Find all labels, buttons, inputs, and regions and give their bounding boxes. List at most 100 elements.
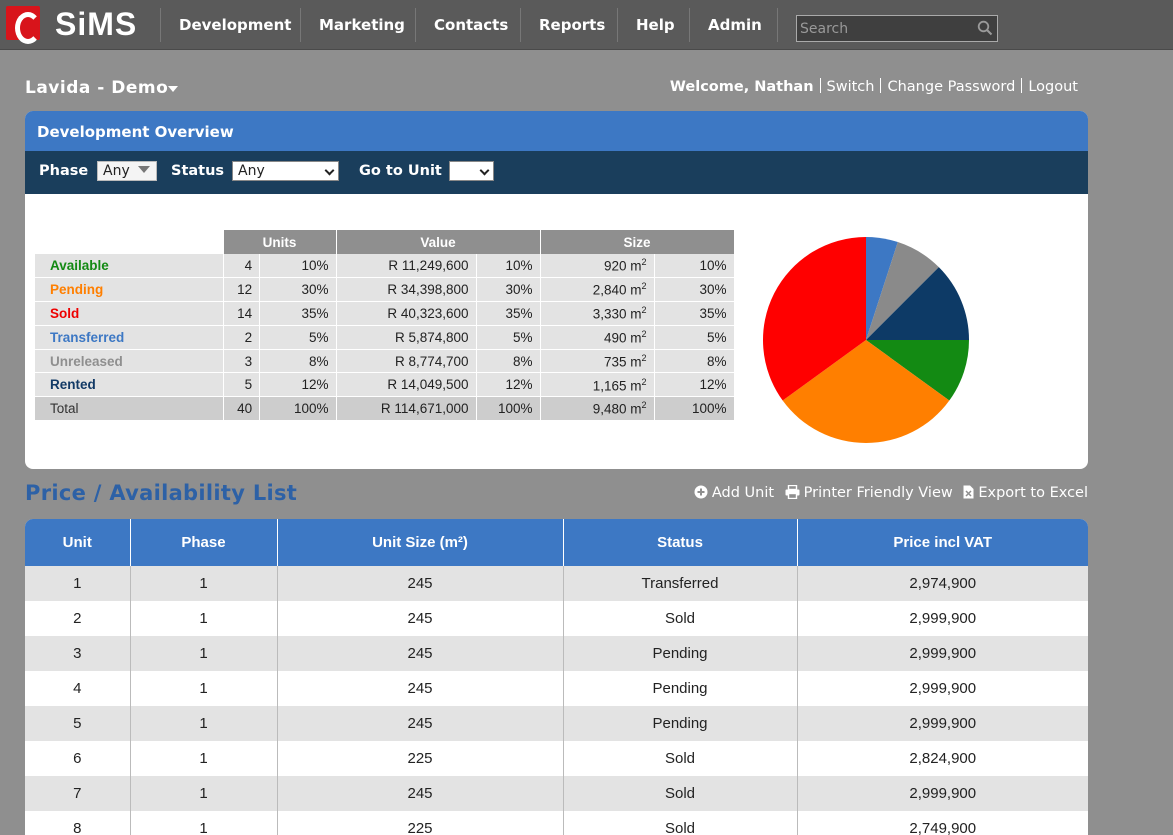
table-row: Rented 5 12% R 14,049,500 12% 1,165 m2 12% — [35, 372, 735, 398]
cell-price: 2,999,900 — [797, 706, 1088, 741]
cell-unit-size: 225 — [277, 741, 564, 776]
goto-unit-select[interactable] — [449, 161, 494, 181]
table-row[interactable]: 4 1 245 Pending 2,999,900 — [25, 671, 1088, 706]
link-divider — [880, 78, 882, 93]
cell-value: 35% — [301, 305, 329, 321]
cell-value: 30% — [505, 282, 533, 298]
cell-value: 2 — [244, 329, 253, 345]
goto-unit-label: Go to Unit — [359, 163, 442, 179]
phase-select[interactable]: Any — [97, 161, 157, 181]
cell-units-pct: 100% — [259, 396, 337, 422]
status-label: Status — [171, 163, 225, 179]
cell-size-pct: 30% — [654, 277, 735, 303]
table-row[interactable]: 8 1 225 Sold 2,749,900 — [25, 811, 1088, 835]
search-input[interactable] — [800, 18, 970, 39]
search-icon[interactable] — [977, 20, 993, 36]
nav-help[interactable]: Help — [636, 16, 675, 34]
size-unit-exponent: 2 — [641, 400, 647, 411]
cell-units: 4 — [223, 254, 261, 279]
nav-development[interactable]: Development — [179, 16, 292, 34]
column-header-phase[interactable]: Phase — [130, 519, 278, 566]
cell-value: 5 — [244, 377, 253, 393]
logout-link[interactable]: Logout — [1028, 79, 1078, 95]
table-row: Available 4 10% R 11,249,600 10% 920 m2 10% — [35, 254, 735, 279]
link-divider — [1021, 78, 1023, 93]
cell-value: 8% — [706, 353, 727, 369]
cell-value: R 14,049,500 — [387, 377, 469, 393]
cell-value: R 5,874,800 — [336, 325, 477, 350]
cell-phase: 1 — [130, 776, 278, 811]
cell-unit: 1 — [25, 566, 131, 601]
nav-reports[interactable]: Reports — [539, 16, 606, 34]
status-select[interactable]: Any — [232, 161, 339, 181]
table-row[interactable]: 5 1 245 Pending 2,999,900 — [25, 706, 1088, 741]
app-logo[interactable]: SiMS — [55, 6, 138, 42]
status-label: Transferred — [35, 325, 224, 350]
sims-logo-icon[interactable] — [6, 6, 41, 44]
cell-value: 490 m — [603, 330, 642, 346]
top-navbar: SiMS Development Marketing Contacts Repo… — [0, 0, 1173, 50]
cell-value: 3,330 m — [592, 306, 642, 322]
cell-value: R 40,323,600 — [336, 301, 477, 326]
cell-size: 3,330 m2 — [540, 301, 655, 326]
nav-marketing[interactable]: Marketing — [319, 16, 405, 34]
cell-unit: 4 — [25, 671, 131, 706]
table-row[interactable]: 1 1 245 Transferred 2,974,900 — [25, 566, 1088, 601]
cell-status: Pending — [563, 706, 798, 741]
status-label: Available — [35, 254, 224, 279]
status-select-value: Any — [238, 163, 265, 179]
table-row[interactable]: 2 1 245 Sold 2,999,900 — [25, 601, 1088, 636]
cell-status: Sold — [563, 776, 798, 811]
nav-admin[interactable]: Admin — [708, 16, 762, 34]
cell-size-pct: 100% — [654, 396, 735, 422]
table-row[interactable]: 3 1 245 Pending 2,999,900 — [25, 636, 1088, 671]
nav-contacts[interactable]: Contacts — [434, 16, 509, 34]
caret-down-icon[interactable] — [168, 86, 178, 92]
cell-value: 100% — [497, 401, 533, 417]
cell-size: 2,840 m2 — [540, 277, 655, 303]
add-unit-button[interactable]: Add Unit — [694, 485, 774, 501]
cell-status: Sold — [563, 741, 798, 776]
printer-friendly-button[interactable]: Printer Friendly View — [785, 484, 953, 501]
cell-value: 14 — [237, 305, 253, 321]
cell-value-pct: 35% — [476, 301, 541, 326]
printer-friendly-label: Printer Friendly View — [803, 485, 953, 501]
switch-link[interactable]: Switch — [826, 79, 875, 95]
excel-file-icon — [963, 485, 974, 499]
cell-price: 2,974,900 — [797, 566, 1088, 601]
cell-value: 8% — [308, 353, 329, 369]
pie-slice-rented — [866, 267, 969, 340]
cell-unit: 7 — [25, 776, 131, 811]
cell-units: 40 — [223, 396, 261, 422]
price-availability-table: Unit Phase Unit Size (m²) Status Price i… — [25, 519, 1088, 835]
cell-value: 12% — [301, 377, 329, 393]
cell-status: Pending — [563, 671, 798, 706]
column-header-unit[interactable]: Unit — [25, 519, 131, 566]
status-label: Total — [35, 396, 224, 422]
size-header: Size — [540, 230, 735, 254]
cell-units-pct: 5% — [259, 325, 337, 350]
cell-price: 2,999,900 — [797, 636, 1088, 671]
export-excel-button[interactable]: Export to Excel — [963, 485, 1088, 501]
value-header: Value — [336, 230, 541, 254]
pie-slice-available — [866, 340, 969, 401]
table-row[interactable]: 6 1 225 Sold 2,824,900 — [25, 741, 1088, 776]
cell-size-pct: 5% — [654, 325, 735, 350]
size-unit-exponent: 2 — [641, 281, 647, 292]
search-box — [796, 15, 998, 42]
nav-divider — [160, 8, 161, 42]
cell-status: Transferred — [563, 566, 798, 601]
nav-divider — [520, 8, 521, 42]
table-row: Pending 12 30% R 34,398,800 30% 2,840 m2 30% — [35, 277, 735, 303]
column-header-unit-size[interactable]: Unit Size (m²) — [277, 519, 564, 566]
column-header-status[interactable]: Status — [563, 519, 798, 566]
change-password-link[interactable]: Change Password — [887, 79, 1016, 95]
cell-size: 1,165 m2 — [540, 372, 655, 398]
project-selector[interactable]: Lavida - Demo — [25, 78, 169, 98]
cell-unit-size: 245 — [277, 636, 564, 671]
add-unit-label: Add Unit — [711, 485, 775, 501]
table-row[interactable]: 7 1 245 Sold 2,999,900 — [25, 776, 1088, 811]
phase-select-value: Any — [103, 163, 130, 179]
cell-value: R 5,874,800 — [394, 329, 469, 345]
column-header-price[interactable]: Price incl VAT — [797, 519, 1088, 566]
